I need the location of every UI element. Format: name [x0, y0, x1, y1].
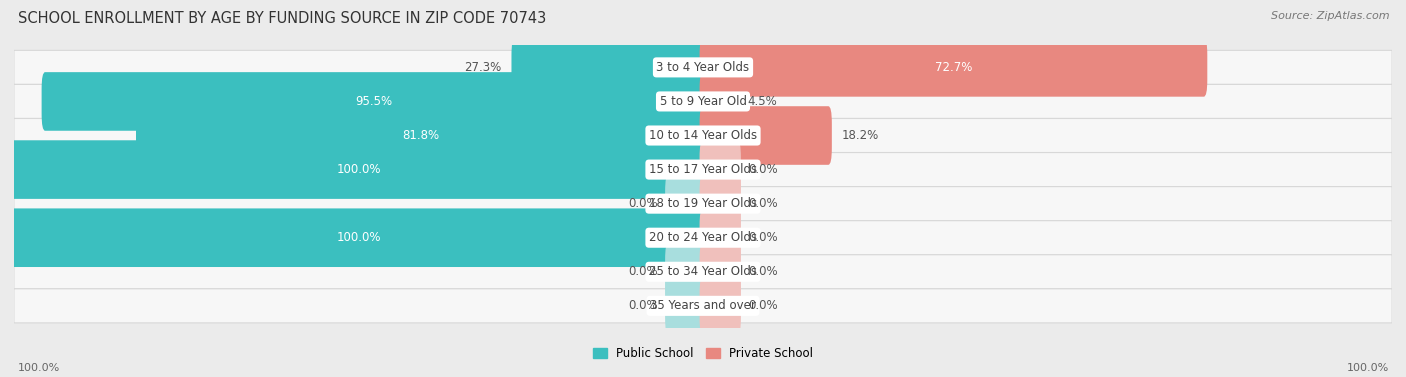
- FancyBboxPatch shape: [11, 208, 706, 267]
- Text: 0.0%: 0.0%: [628, 299, 658, 313]
- FancyBboxPatch shape: [700, 38, 1208, 97]
- Text: 0.0%: 0.0%: [748, 163, 778, 176]
- Text: 100.0%: 100.0%: [18, 363, 60, 373]
- FancyBboxPatch shape: [700, 208, 741, 267]
- Legend: Public School, Private School: Public School, Private School: [588, 342, 818, 365]
- Text: 18.2%: 18.2%: [842, 129, 879, 142]
- FancyBboxPatch shape: [700, 106, 832, 165]
- Text: 27.3%: 27.3%: [464, 61, 501, 74]
- Text: 100.0%: 100.0%: [336, 163, 381, 176]
- FancyBboxPatch shape: [700, 174, 741, 233]
- Text: SCHOOL ENROLLMENT BY AGE BY FUNDING SOURCE IN ZIP CODE 70743: SCHOOL ENROLLMENT BY AGE BY FUNDING SOUR…: [18, 11, 547, 26]
- FancyBboxPatch shape: [665, 277, 706, 335]
- Text: 81.8%: 81.8%: [402, 129, 440, 142]
- FancyBboxPatch shape: [14, 51, 1392, 84]
- Text: 5 to 9 Year Old: 5 to 9 Year Old: [659, 95, 747, 108]
- FancyBboxPatch shape: [700, 72, 738, 131]
- Text: 72.7%: 72.7%: [935, 61, 972, 74]
- Text: 0.0%: 0.0%: [628, 197, 658, 210]
- Text: 0.0%: 0.0%: [748, 265, 778, 278]
- FancyBboxPatch shape: [14, 118, 1392, 153]
- FancyBboxPatch shape: [700, 277, 741, 335]
- Text: 4.5%: 4.5%: [748, 95, 778, 108]
- Text: 20 to 24 Year Olds: 20 to 24 Year Olds: [650, 231, 756, 244]
- Text: Source: ZipAtlas.com: Source: ZipAtlas.com: [1271, 11, 1389, 21]
- FancyBboxPatch shape: [136, 106, 706, 165]
- Text: 0.0%: 0.0%: [748, 197, 778, 210]
- FancyBboxPatch shape: [14, 221, 1392, 255]
- FancyBboxPatch shape: [14, 187, 1392, 221]
- Text: 25 to 34 Year Olds: 25 to 34 Year Olds: [650, 265, 756, 278]
- FancyBboxPatch shape: [14, 255, 1392, 289]
- Text: 95.5%: 95.5%: [356, 95, 392, 108]
- Text: 100.0%: 100.0%: [336, 231, 381, 244]
- FancyBboxPatch shape: [665, 174, 706, 233]
- Text: 18 to 19 Year Olds: 18 to 19 Year Olds: [650, 197, 756, 210]
- Text: 35 Years and over: 35 Years and over: [650, 299, 756, 313]
- Text: 0.0%: 0.0%: [748, 299, 778, 313]
- FancyBboxPatch shape: [512, 38, 706, 97]
- Text: 0.0%: 0.0%: [748, 231, 778, 244]
- FancyBboxPatch shape: [11, 140, 706, 199]
- Text: 0.0%: 0.0%: [628, 265, 658, 278]
- Text: 3 to 4 Year Olds: 3 to 4 Year Olds: [657, 61, 749, 74]
- Text: 100.0%: 100.0%: [1347, 363, 1389, 373]
- FancyBboxPatch shape: [700, 140, 741, 199]
- FancyBboxPatch shape: [14, 153, 1392, 187]
- Text: 10 to 14 Year Olds: 10 to 14 Year Olds: [650, 129, 756, 142]
- FancyBboxPatch shape: [14, 289, 1392, 323]
- FancyBboxPatch shape: [14, 84, 1392, 118]
- FancyBboxPatch shape: [42, 72, 706, 131]
- Text: 15 to 17 Year Olds: 15 to 17 Year Olds: [650, 163, 756, 176]
- FancyBboxPatch shape: [665, 242, 706, 301]
- FancyBboxPatch shape: [700, 242, 741, 301]
